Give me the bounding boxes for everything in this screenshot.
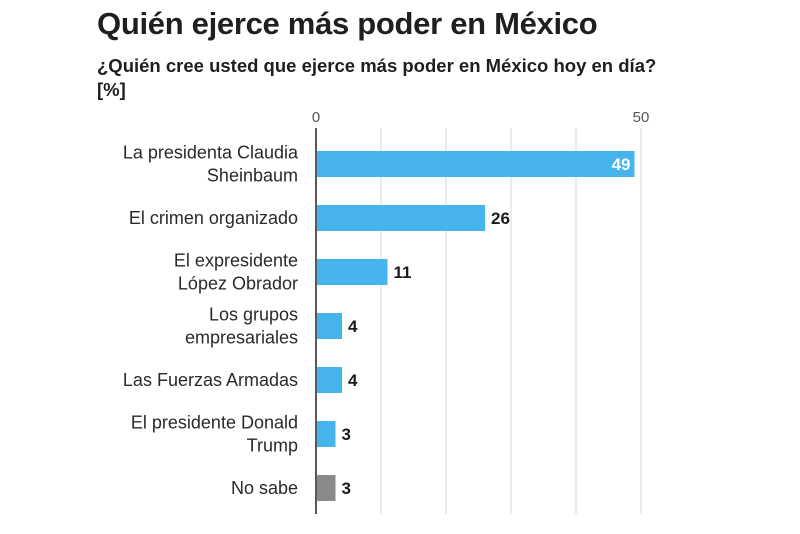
value-label-la-presidenta-claudia-sheinbaum: 49 (612, 155, 631, 174)
value-label-las-fuerzas-armadas: 4 (348, 371, 358, 390)
category-label-el-crimen-organizado: El crimen organizado (129, 208, 298, 228)
x-tick-label-0: 0 (312, 109, 320, 126)
bars: 49 26 11 4 4 3 3 (317, 151, 635, 501)
category-labels: La presidenta Claudia Sheinbaum El crimen … (123, 143, 299, 499)
value-label-no-sabe: 3 (342, 479, 351, 498)
value-label-el-expresidente-lopez-obrador: 11 (394, 263, 412, 282)
category-label-las-fuerzas-armadas: Las Fuerzas Armadas (123, 370, 298, 390)
bar-no-sabe (317, 475, 336, 501)
x-axis-ticks: 0 50 (312, 109, 650, 126)
value-label-el-presidente-donald-trump: 3 (342, 425, 351, 444)
category-label-el-expresidente-lopez-obrador: El expresidente López Obrador (174, 251, 298, 294)
bar-la-presidenta-claudia-sheinbaum (317, 151, 635, 177)
bar-las-fuerzas-armadas (317, 367, 342, 393)
bar-el-expresidente-lopez-obrador (317, 259, 388, 285)
category-label-no-sabe: No sabe (231, 478, 298, 498)
x-tick-label-50: 50 (633, 109, 650, 126)
value-label-el-crimen-organizado: 26 (491, 209, 510, 228)
category-label-los-grupos-empresariales: Los grupos empresariales (185, 305, 298, 348)
chart-subtitle: ¿Quién cree usted que ejerce más poder e… (97, 55, 657, 100)
category-label-el-presidente-donald-trump: El presidente Donald Trump (131, 413, 298, 456)
bar-los-grupos-empresariales (317, 313, 342, 339)
gridlines (380, 128, 642, 514)
category-label-la-presidenta-claudia-sheinbaum: La presidenta Claudia Sheinbaum (123, 143, 299, 186)
chart-title: Quién ejerce más poder en México (97, 6, 598, 41)
value-label-los-grupos-empresariales: 4 (348, 317, 358, 336)
bar-el-presidente-donald-trump (317, 421, 336, 447)
bar-el-crimen-organizado (317, 205, 485, 231)
